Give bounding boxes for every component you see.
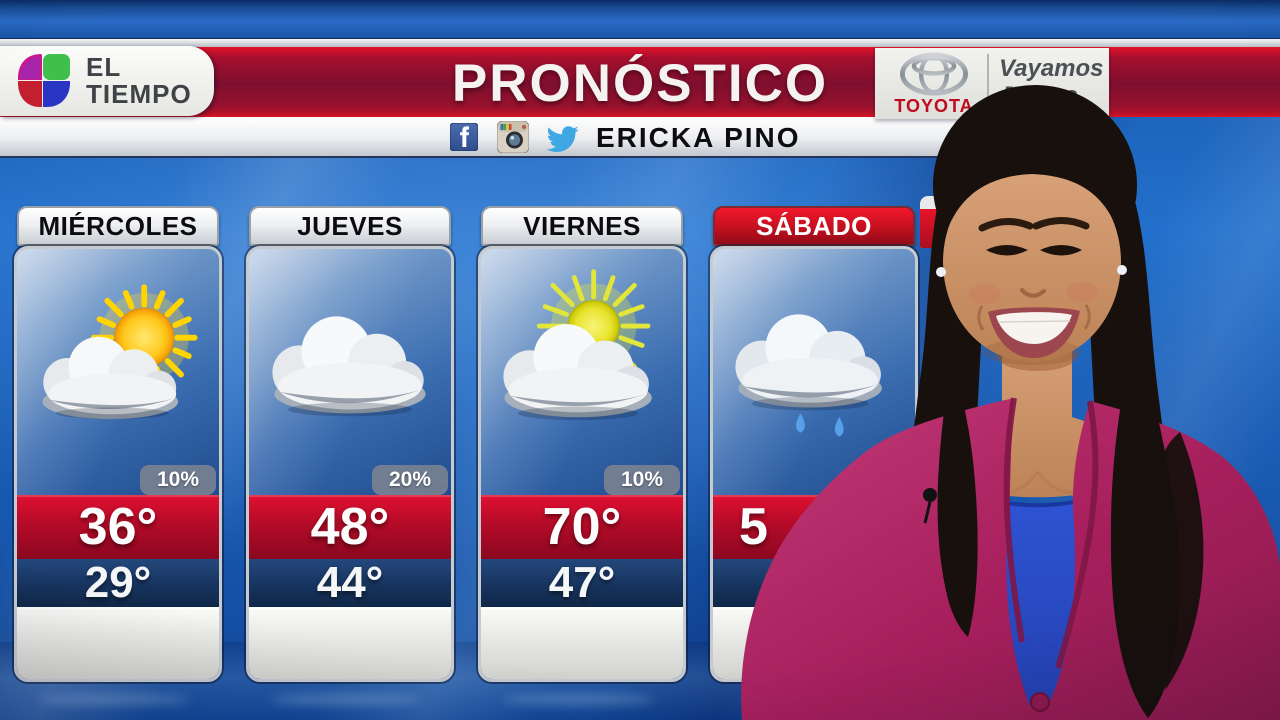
low-temperature: 44° (249, 558, 451, 607)
brand-title-line2: TIEMPO (86, 79, 192, 109)
day-panel: 10% 36° 29° (14, 246, 222, 682)
precip-chance-badge: 20% (372, 465, 448, 495)
presenter-photo (741, 85, 1280, 720)
forecast-day-column: MIÉRCOLES (14, 206, 222, 682)
low-temperature: 47° (481, 558, 683, 607)
facebook-icon (450, 123, 478, 151)
forecast-day-column: VIERNES (478, 206, 686, 682)
sun-burst-behind-cloud-icon (503, 269, 652, 421)
high-temperature: 70° (481, 495, 683, 559)
brand-title: EL TIEMPO (86, 54, 192, 108)
floor-reflection (502, 694, 654, 705)
day-label: VIERNES (523, 210, 641, 241)
panel-footer (17, 607, 219, 679)
day-header: JUEVES (249, 206, 451, 246)
low-temperature: 29° (17, 558, 219, 607)
univision-logo-icon (18, 54, 70, 107)
high-temperature: 36° (17, 495, 219, 559)
day-header: MIÉRCOLES (17, 206, 219, 246)
presenter-handle: ERICKA PINO (596, 122, 801, 153)
sun-behind-cloud-icon (42, 284, 198, 420)
cloud-rain-icon (735, 314, 882, 437)
top-blue-bar (0, 0, 1280, 38)
instagram-icon (497, 121, 529, 153)
floor-reflection (38, 694, 190, 705)
day-header: VIERNES (481, 206, 683, 246)
page-title: PRONÓSTICO (451, 54, 829, 113)
sponsor-divider (987, 54, 989, 113)
brand-box: EL TIEMPO (0, 46, 214, 116)
forecast-day-column: JUEVES 20% 48° 44° (246, 206, 454, 682)
high-temperature: 48° (249, 495, 451, 559)
day-label: SÁBADO (756, 210, 872, 241)
day-label: JUEVES (297, 210, 403, 241)
panel-footer (249, 607, 451, 679)
silver-divider-strip (0, 38, 1280, 47)
precip-chance-badge: 10% (604, 465, 680, 495)
twitter-icon (546, 126, 579, 153)
day-panel: 20% 48° 44° (246, 246, 454, 682)
day-label: MIÉRCOLES (38, 210, 198, 241)
social-strip: ERICKA PINO (0, 117, 1108, 158)
day-panel: 10% 70° 47° (478, 246, 686, 682)
floor-reflection (270, 694, 422, 705)
day-header: SÁBADO (713, 206, 915, 246)
sponsor-tagline-line1: Vayamos (999, 55, 1104, 82)
brand-title-line1: EL (86, 52, 122, 82)
cloud-icon (272, 316, 426, 417)
toyota-logo-icon (900, 52, 968, 96)
panel-footer (481, 607, 683, 679)
sponsor-name: TOYOTA (894, 96, 974, 116)
precip-chance-badge: 10% (140, 465, 216, 495)
